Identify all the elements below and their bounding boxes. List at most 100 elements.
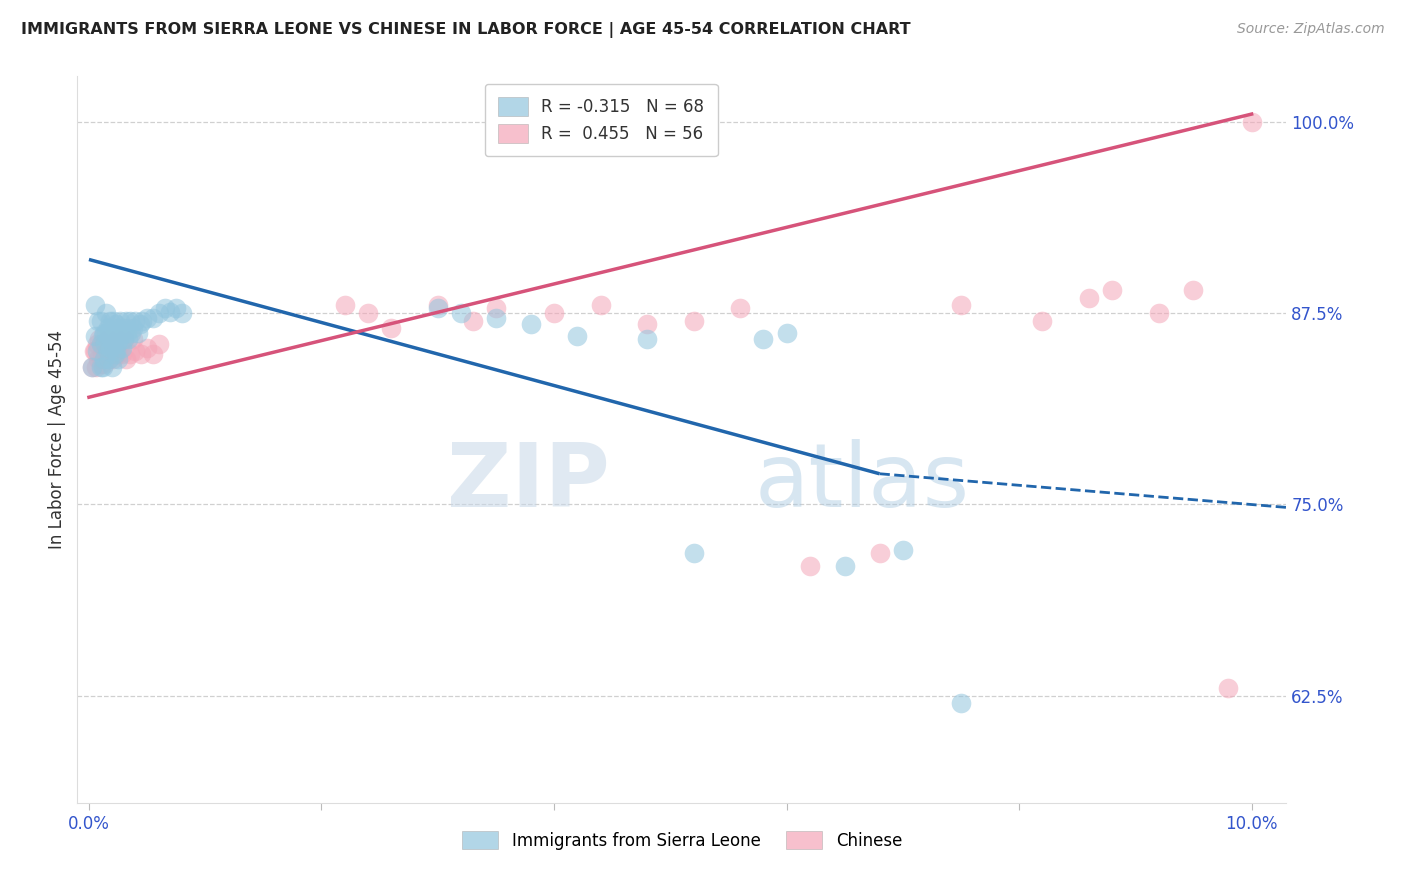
Point bbox=[82, 359, 104, 374]
Point bbox=[124, 344, 146, 359]
Point bbox=[96, 332, 118, 346]
Point bbox=[98, 341, 121, 355]
Point bbox=[107, 347, 129, 361]
Point bbox=[148, 336, 170, 351]
Point bbox=[101, 329, 124, 343]
Point bbox=[567, 329, 589, 343]
Point bbox=[103, 351, 125, 366]
Point bbox=[114, 321, 136, 335]
Point bbox=[104, 317, 127, 331]
Point bbox=[107, 321, 129, 335]
Point bbox=[96, 321, 118, 335]
Point bbox=[103, 336, 125, 351]
Point bbox=[96, 326, 118, 340]
Point bbox=[520, 317, 543, 331]
Legend: Immigrants from Sierra Leone, Chinese: Immigrants from Sierra Leone, Chinese bbox=[456, 824, 908, 856]
Point bbox=[485, 310, 508, 325]
Point bbox=[775, 326, 797, 340]
Point bbox=[122, 332, 145, 346]
Point bbox=[83, 344, 105, 359]
Point bbox=[91, 329, 114, 343]
Point bbox=[153, 301, 176, 316]
Point bbox=[636, 332, 658, 346]
Point bbox=[105, 336, 128, 351]
Point bbox=[115, 351, 138, 366]
Point bbox=[100, 347, 122, 361]
Point bbox=[101, 359, 124, 374]
Point bbox=[93, 351, 115, 366]
Point bbox=[103, 326, 125, 340]
Point bbox=[148, 306, 170, 320]
Point bbox=[96, 347, 118, 361]
Point bbox=[728, 301, 751, 316]
Point bbox=[636, 317, 658, 331]
Point bbox=[1218, 681, 1240, 695]
Point bbox=[834, 558, 856, 573]
Point bbox=[869, 546, 891, 560]
Point bbox=[96, 306, 118, 320]
Point bbox=[1240, 114, 1263, 128]
Point bbox=[90, 359, 112, 374]
Point bbox=[111, 326, 134, 340]
Point bbox=[682, 314, 704, 328]
Point bbox=[117, 326, 139, 340]
Point bbox=[104, 344, 127, 359]
Point bbox=[142, 310, 165, 325]
Y-axis label: In Labor Force | Age 45-54: In Labor Force | Age 45-54 bbox=[48, 330, 66, 549]
Point bbox=[83, 344, 105, 359]
Point bbox=[103, 314, 125, 328]
Point bbox=[93, 357, 115, 371]
Point bbox=[1147, 306, 1170, 320]
Point bbox=[86, 344, 108, 359]
Text: atlas: atlas bbox=[755, 440, 970, 526]
Point bbox=[107, 351, 129, 366]
Point bbox=[115, 314, 138, 328]
Point bbox=[90, 336, 112, 351]
Point bbox=[97, 351, 120, 366]
Point bbox=[91, 359, 114, 374]
Point bbox=[682, 546, 704, 560]
Point bbox=[103, 336, 125, 351]
Point bbox=[122, 321, 145, 335]
Point bbox=[1077, 291, 1099, 305]
Point bbox=[1182, 283, 1205, 297]
Point bbox=[118, 314, 141, 328]
Point bbox=[90, 347, 112, 361]
Text: Source: ZipAtlas.com: Source: ZipAtlas.com bbox=[1237, 22, 1385, 37]
Point bbox=[752, 332, 775, 346]
Point bbox=[129, 317, 152, 331]
Point bbox=[98, 314, 121, 328]
Point bbox=[86, 336, 108, 351]
Point bbox=[98, 341, 121, 355]
Point bbox=[450, 306, 472, 320]
Point bbox=[131, 314, 153, 328]
Point bbox=[127, 326, 149, 340]
Point bbox=[100, 332, 122, 346]
Point bbox=[589, 298, 612, 312]
Point bbox=[426, 298, 449, 312]
Point bbox=[110, 347, 132, 361]
Point bbox=[103, 347, 125, 361]
Point bbox=[120, 326, 142, 340]
Point bbox=[112, 332, 135, 346]
Point bbox=[94, 336, 117, 351]
Point bbox=[110, 314, 132, 328]
Point bbox=[83, 329, 105, 343]
Point bbox=[89, 332, 111, 346]
Point bbox=[142, 347, 165, 361]
Point bbox=[543, 306, 565, 320]
Point bbox=[90, 336, 112, 351]
Point bbox=[93, 326, 115, 340]
Point bbox=[357, 306, 380, 320]
Point bbox=[82, 359, 104, 374]
Point bbox=[333, 298, 356, 312]
Text: IMMIGRANTS FROM SIERRA LEONE VS CHINESE IN LABOR FORCE | AGE 45-54 CORRELATION C: IMMIGRANTS FROM SIERRA LEONE VS CHINESE … bbox=[21, 22, 911, 38]
Point bbox=[90, 357, 112, 371]
Point bbox=[104, 347, 127, 361]
Point bbox=[94, 336, 117, 351]
Point bbox=[461, 314, 484, 328]
Point bbox=[105, 332, 128, 346]
Point bbox=[112, 332, 135, 346]
Point bbox=[170, 306, 193, 320]
Point bbox=[165, 301, 187, 316]
